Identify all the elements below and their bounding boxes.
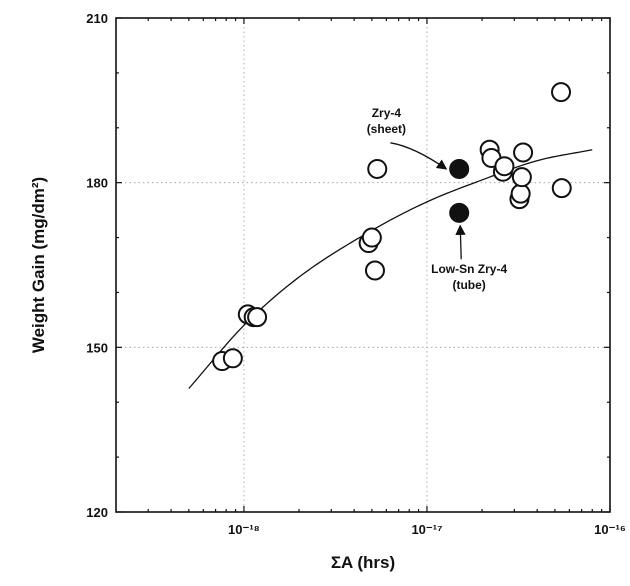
y-tick-label: 150 [86, 340, 108, 355]
fit-curve [189, 150, 592, 389]
annotation-arrow [460, 226, 461, 259]
x-tick-label: 10⁻¹⁷ [411, 522, 442, 537]
x-axis-title: ΣA (hrs) [331, 553, 395, 572]
grid-lines [116, 18, 610, 512]
fit-curve-layer [189, 150, 592, 389]
annotation-line: (sheet) [367, 122, 406, 136]
annotation-label: Zry-4 (sheet) [367, 106, 406, 136]
x-tick-label: 10⁻¹⁸ [228, 522, 260, 537]
annotation-arrow [390, 143, 446, 169]
open-data-point [513, 168, 531, 186]
filled-data-point [450, 160, 468, 178]
plot-frame [116, 18, 610, 512]
open-data-point [368, 160, 386, 178]
annotation-line: Zry-4 [372, 106, 402, 120]
open-data-point [552, 83, 570, 101]
open-data-point [224, 349, 242, 367]
y-tick-label: 180 [86, 176, 108, 191]
open-data-point [366, 261, 384, 279]
y-tick-label: 210 [86, 11, 108, 26]
annotation-label: Low-Sn Zry-4 (tube) [431, 262, 507, 292]
annotation-line: Low-Sn Zry-4 [431, 262, 507, 276]
open-data-point [248, 308, 266, 326]
y-tick-label: 120 [86, 505, 108, 520]
ticks-layer: 120 150 180 210 10⁻¹⁸ 10⁻¹⁷ 10⁻¹⁶ [86, 11, 626, 537]
annotation-line: (tube) [452, 278, 485, 292]
y-axis-title: Weight Gain (mg/dm²) [29, 177, 48, 353]
filled-data-point [450, 204, 468, 222]
open-data-point [553, 179, 571, 197]
x-tick-label: 10⁻¹⁶ [594, 522, 626, 537]
open-data-point [495, 157, 513, 175]
open-data-point [363, 229, 381, 247]
annotations-layer: Zry-4 (sheet) Low-Sn Zry-4 (tube) [367, 106, 508, 292]
open-data-point [512, 185, 530, 203]
open-data-point [514, 143, 532, 161]
